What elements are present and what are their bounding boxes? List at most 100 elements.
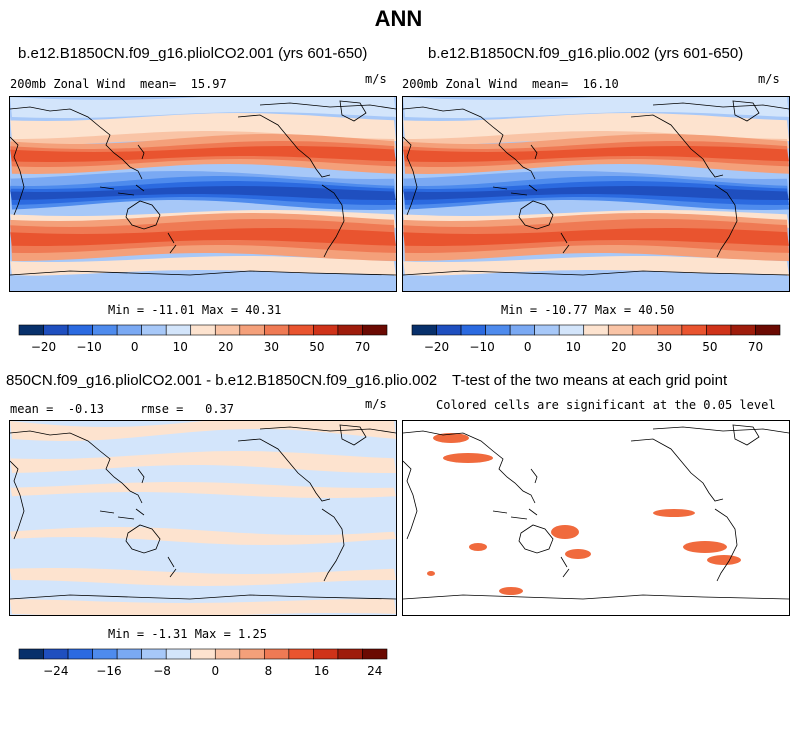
p1-band-14 <box>10 256 396 276</box>
p1-coastline-8 <box>167 232 177 254</box>
diff-coastline-1 <box>125 524 161 554</box>
p3-cbar-tick-2: −8 <box>153 664 171 678</box>
p2-coastline-6 <box>732 100 760 122</box>
p2-cbar-swatch-14 <box>755 324 781 336</box>
p3-cbar-swatch-11 <box>288 648 314 660</box>
panel4-map <box>402 420 790 616</box>
significant-cell-4 <box>565 549 591 559</box>
p3-cbar-swatch-12 <box>313 648 339 660</box>
diff-coastline-7 <box>10 594 396 600</box>
p1-cbar-tick-0: −20 <box>31 340 56 354</box>
significant-cell-5 <box>683 541 727 553</box>
p3-cbar-swatch-3 <box>92 648 118 660</box>
panel2-wind-field <box>403 97 789 291</box>
panel3-difference-field <box>10 421 396 615</box>
p2-coastline-2 <box>492 184 538 196</box>
panel3-minmax: Min = -1.31 Max = 1.25 <box>108 627 267 641</box>
panel1-units: m/s <box>365 72 387 86</box>
panel1-case-title: b.e12.B1850CN.f09_g16.pliolCO2.001 (yrs … <box>18 45 368 62</box>
panel2-var-label: 200mb Zonal Wind mean= 16.10 <box>402 77 619 91</box>
panel3-units: m/s <box>365 397 387 411</box>
diff-positive-band-4 <box>10 568 396 586</box>
p2-cbar-swatch-10 <box>657 324 683 336</box>
p3-cbar-swatch-1 <box>43 648 69 660</box>
p3-cbar-swatch-5 <box>141 648 167 660</box>
p2-cbar-swatch-12 <box>706 324 732 336</box>
p2-band-9 <box>403 186 789 200</box>
p2-coastline-9 <box>530 144 538 160</box>
panel3-title: 850CN.f09_g16.pliolCO2.001 - b.e12.B1850… <box>6 372 438 389</box>
panel1-var-label: 200mb Zonal Wind mean= 15.97 <box>10 77 227 91</box>
significant-cell-7 <box>469 543 487 551</box>
p2-cbar-tick-7: 70 <box>748 340 763 354</box>
p3-cbar-tick-1: −16 <box>96 664 121 678</box>
p1-coastline-0 <box>10 102 396 180</box>
panel3-rmse: 0.37 <box>205 402 235 416</box>
p2-cbar-tick-0: −20 <box>424 340 449 354</box>
p1-cbar-swatch-12 <box>313 324 339 336</box>
panel4-title: T-test of the two means at each grid poi… <box>452 372 728 389</box>
diff-positive-band-2 <box>10 482 396 498</box>
significant-cell-8 <box>499 587 523 595</box>
significant-cell-1 <box>443 453 493 463</box>
p3-cbar-swatch-10 <box>264 648 290 660</box>
p2-cbar-swatch-1 <box>436 324 462 336</box>
diff-coastline-4 <box>237 438 331 502</box>
sig-coastline-4 <box>630 438 724 502</box>
p1-cbar-swatch-3 <box>92 324 118 336</box>
p1-cbar-tick-5: 30 <box>264 340 279 354</box>
p2-cbar-swatch-3 <box>485 324 511 336</box>
p2-cbar-tick-2: 0 <box>524 340 532 354</box>
p2-cbar-swatch-13 <box>730 324 756 336</box>
p3-cbar-tick-3: 0 <box>211 664 219 678</box>
p2-coastline-4 <box>630 114 724 178</box>
panel1-map <box>9 96 397 292</box>
panel1-mean: 15.97 <box>190 77 227 91</box>
p1-cbar-swatch-5 <box>141 324 167 336</box>
diff-coastline-9 <box>137 468 145 484</box>
p3-cbar-swatch-13 <box>337 648 363 660</box>
sig-coastline-7 <box>403 594 789 600</box>
p1-cbar-swatch-2 <box>67 324 93 336</box>
p3-cbar-swatch-6 <box>165 648 192 660</box>
significant-cell-6 <box>707 555 741 565</box>
p1-cbar-swatch-0 <box>18 324 44 336</box>
p1-cbar-tick-1: −10 <box>76 340 101 354</box>
p3-cbar-tick-4: 8 <box>265 664 273 678</box>
p2-cbar-swatch-0 <box>411 324 437 336</box>
p1-band-15 <box>10 273 396 291</box>
p2-coastline-0 <box>403 102 789 180</box>
p1-cbar-swatch-6 <box>165 324 192 336</box>
p3-cbar-swatch-7 <box>190 648 216 660</box>
p1-band-1 <box>10 113 396 141</box>
p1-coastline-9 <box>137 144 145 160</box>
panel1-wind-field <box>10 97 396 291</box>
p1-cbar-swatch-4 <box>116 324 142 336</box>
p2-cbar-swatch-8 <box>607 324 634 336</box>
panel3-colorbar: −24 −16 −8 0 8 16 24 <box>18 648 388 689</box>
panel4-significance-field <box>403 424 789 600</box>
p3-cbar-swatch-2 <box>67 648 93 660</box>
p1-band-9 <box>10 186 396 200</box>
p3-cbar-swatch-4 <box>116 648 142 660</box>
p2-cbar-tick-5: 30 <box>657 340 672 354</box>
significant-cell-0 <box>433 433 469 443</box>
panel2-colorbar: −20 −10 0 10 20 30 50 70 <box>411 324 781 365</box>
sig-coastline-2 <box>492 508 538 520</box>
p3-cbar-swatch-14 <box>362 648 388 660</box>
p1-coastline-2 <box>99 184 145 196</box>
p2-coastline-7 <box>403 270 789 276</box>
panel3-mean: -0.13 <box>67 402 104 416</box>
p2-band-0 <box>403 97 789 118</box>
diff-positive-band-5 <box>10 599 396 615</box>
p1-cbar-swatch-13 <box>337 324 363 336</box>
p3-cbar-tick-5: 16 <box>314 664 329 678</box>
p2-coastline-5 <box>714 184 738 258</box>
p1-cbar-swatch-7 <box>190 324 216 336</box>
p2-band-13 <box>403 228 789 246</box>
p1-coastline-1 <box>125 200 161 230</box>
p2-cbar-swatch-9 <box>632 324 658 336</box>
significant-cell-3 <box>551 525 579 539</box>
p1-coastline-7 <box>10 270 396 276</box>
p1-coastline-4 <box>237 114 331 178</box>
